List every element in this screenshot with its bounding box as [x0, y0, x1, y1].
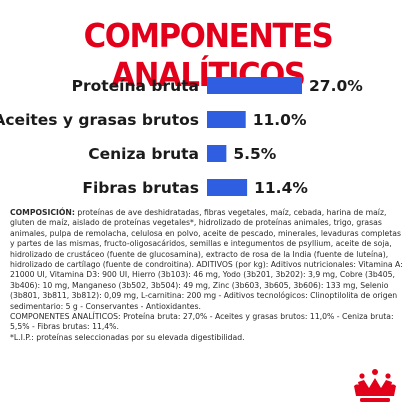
value-label: 11.0%: [253, 111, 307, 129]
bar: [207, 77, 302, 94]
footnote: *L.I.P.: proteínas seleccionadas por su …: [10, 332, 245, 342]
bar: [207, 179, 248, 196]
royal-crown-logo-icon: [354, 369, 396, 402]
composition-text-block: COMPOSICIÓN: proteínas de ave deshidrata…: [10, 208, 406, 343]
value-label: 27.0%: [309, 77, 363, 95]
category-label: Fibras brutas: [82, 179, 199, 197]
category-label: Aceites y grasas brutos: [0, 111, 199, 129]
bar: [207, 145, 227, 162]
value-label: 5.5%: [233, 145, 276, 163]
composition-heading: COMPOSICIÓN:: [10, 208, 75, 217]
value-label: 11.4%: [254, 179, 308, 197]
bar: [207, 111, 246, 128]
category-label: Ceniza bruta: [88, 145, 199, 163]
nutrient-bar-chart: Proteína bruta 27.0% Aceites y grasas brut…: [0, 77, 363, 197]
category-label: Proteína bruta: [72, 77, 199, 95]
page-title: COMPONENTES ANALÍTICOS: [83, 16, 334, 94]
composition-body: proteínas de ave deshidratadas, fibras v…: [10, 208, 403, 311]
analytical-summary: COMPONENTES ANALÍTICOS: Proteína bruta: …: [10, 312, 394, 332]
